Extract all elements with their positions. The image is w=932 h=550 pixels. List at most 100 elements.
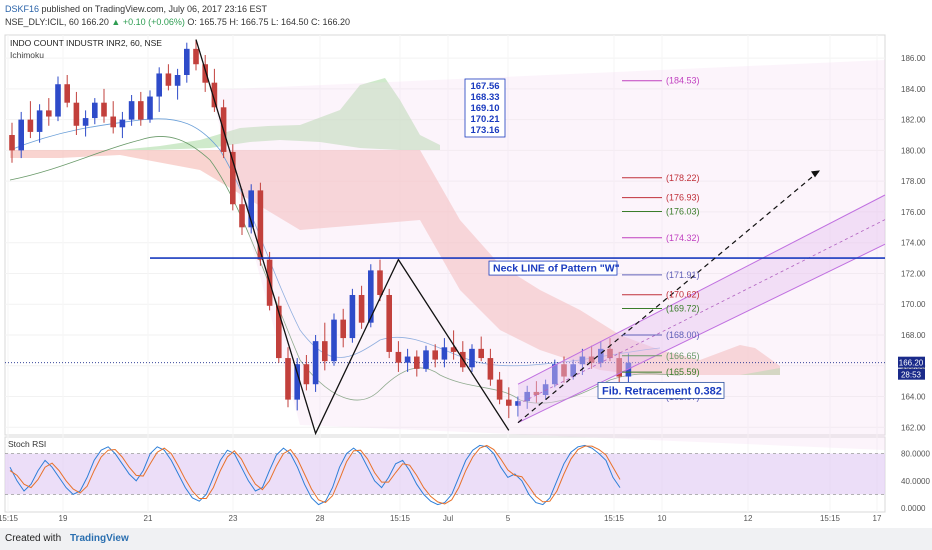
stoch-d-line <box>9 444 621 505</box>
candle-body <box>110 116 116 128</box>
values-box-entry: 173.16 <box>470 125 499 136</box>
x-tick-label: Jul <box>443 514 453 523</box>
candle-body <box>588 356 595 363</box>
neckline-label-bg <box>488 260 618 276</box>
target-arrow-line <box>517 169 821 424</box>
stoch-rsi: Stoch RSI 80.0000 40.0000 0.0000 <box>5 439 930 513</box>
fib-level-label: (176.03) <box>666 206 700 216</box>
chart-canvas[interactable]: 162.00164.00166.00168.00170.00172.00174.… <box>0 30 932 528</box>
candle-body <box>138 101 144 120</box>
candle-body <box>542 384 549 395</box>
stoch-tick-label: 40.0000 <box>901 477 930 486</box>
x-tick-label: 28 <box>316 514 325 523</box>
candle-body <box>414 356 420 369</box>
candle-body <box>285 358 291 400</box>
stoch-tick-label: 80.0000 <box>901 450 930 459</box>
fib-level-label: (166.65) <box>666 351 700 361</box>
x-tick-label: 15:15 <box>0 514 19 523</box>
candle-body <box>469 348 475 368</box>
candle-body <box>248 190 254 228</box>
candle-body <box>174 75 181 86</box>
y-tick-label: 180.00 <box>901 146 926 155</box>
fib-level-label: (165.59) <box>666 367 700 377</box>
candle-body <box>404 356 411 363</box>
target-arrowhead <box>811 170 820 178</box>
candle-body <box>423 350 429 369</box>
candle-body <box>239 204 245 228</box>
stoch-tick-label: 0.0000 <box>901 504 926 513</box>
candle-body <box>128 101 135 120</box>
fib-retracement-box: Fib. Retracement 0.382 <box>597 381 725 399</box>
projection-fan <box>210 60 885 450</box>
fib-level-label: (169.72) <box>666 304 700 314</box>
candle-body <box>432 350 438 360</box>
channel-mid-line <box>517 219 886 405</box>
candle-body <box>524 391 530 402</box>
y-tick-label: 164.00 <box>901 393 926 402</box>
stoch-label: Stoch RSI <box>8 439 46 449</box>
x-tick-label: 23 <box>229 514 238 523</box>
candle-body <box>358 295 365 323</box>
w-pattern <box>195 39 510 436</box>
publish-info: published on TradingView.com, July 06, 2… <box>41 4 268 14</box>
candle-body <box>331 319 337 362</box>
candle-body <box>9 135 15 151</box>
candle-body <box>312 341 319 385</box>
x-tick-label: 15:15 <box>820 514 841 523</box>
fib-level-label: (176.93) <box>666 193 700 203</box>
fib-level-label: (178.22) <box>666 173 700 183</box>
y-tick-label: 182.00 <box>901 116 926 125</box>
x-tick-label: 17 <box>873 514 882 523</box>
x-tick-label: 5 <box>506 514 511 523</box>
rising-channel <box>517 194 886 424</box>
candle-body <box>450 347 457 352</box>
candle-body <box>257 190 264 260</box>
candle-body <box>303 364 310 385</box>
y-tick-label: 186.00 <box>901 54 926 63</box>
candle-body <box>625 362 632 377</box>
channel-upper-line <box>517 194 886 385</box>
author-name[interactable]: DSKF16 <box>5 4 40 14</box>
candle-body <box>101 102 107 117</box>
x-tick-label: 12 <box>744 514 753 523</box>
candle-body <box>27 119 34 132</box>
countdown-bg <box>898 368 925 380</box>
indicator-label: Ichimoku <box>10 50 44 60</box>
candle-body <box>64 84 70 103</box>
price-tag-bg <box>898 356 925 368</box>
neckline-label-box: Neck LINE of Pattern "W" <box>488 260 620 276</box>
candle-body <box>386 295 392 352</box>
candle-body <box>395 351 402 363</box>
fib-level-label: (184.53) <box>666 76 700 86</box>
created-with-text: Created with <box>5 533 62 544</box>
cloud-green-future <box>740 368 780 375</box>
fib-level-label: (171.91) <box>666 270 700 280</box>
candle-body <box>18 119 24 151</box>
candle-body <box>579 356 586 365</box>
candle-body <box>570 364 576 377</box>
price-change: ▲ +0.10 (+0.06%) <box>111 17 185 27</box>
candle-body <box>73 102 80 126</box>
candle-body <box>294 364 300 400</box>
candle-body <box>92 102 98 119</box>
candle-body <box>598 348 604 363</box>
publish-line: DSKF16 published on TradingView.com, Jul… <box>5 4 267 14</box>
candle-body <box>211 82 218 108</box>
y-tick-label: 172.00 <box>901 269 926 278</box>
fib-label-bg <box>597 381 725 399</box>
x-tick-label: 21 <box>144 514 153 523</box>
channel-fill <box>518 195 885 423</box>
candle-body <box>533 391 540 395</box>
tradingview-logo[interactable]: TradingView <box>70 533 129 544</box>
candle-body <box>349 295 356 339</box>
x-tick-label: 15:15 <box>390 514 411 523</box>
y-tick-label: 162.00 <box>901 423 926 432</box>
fib-level-label: (174.32) <box>666 233 700 243</box>
candle-body <box>184 48 190 75</box>
candle-body <box>561 364 567 377</box>
last-price-tag: 166.20 28:53 <box>898 356 925 380</box>
stoch-band <box>5 453 885 495</box>
countdown-text: 28:53 <box>901 371 922 380</box>
candle-body <box>368 270 374 323</box>
